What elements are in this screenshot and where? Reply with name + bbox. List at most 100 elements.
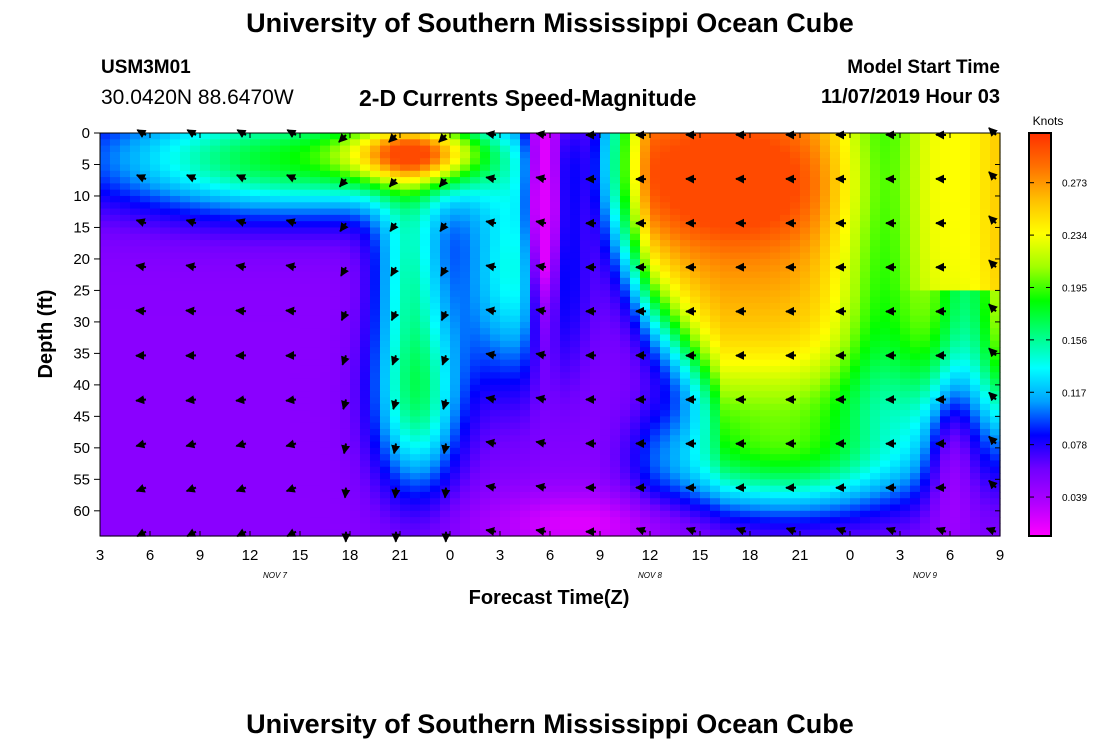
heatmap-cell [350,240,361,247]
heatmap-cell [340,372,351,380]
heatmap-cell [760,177,771,184]
heatmap-cell [820,303,831,310]
heatmap-cell [370,479,381,487]
heatmap-cell [710,164,721,172]
heatmap-cell [660,391,671,399]
heatmap-cell [850,384,861,392]
heatmap-cell [490,296,501,304]
heatmap-cell [430,164,441,172]
heatmap-cell [670,378,681,386]
heatmap-cell [470,410,481,417]
heatmap-cell [740,133,751,140]
heatmap-cell [570,240,581,247]
heatmap-cell [860,328,871,336]
heatmap-cell [440,202,451,210]
heatmap-cell [660,227,671,235]
heatmap-cell [520,479,531,487]
heatmap-cell [400,347,411,354]
heatmap-cell [230,353,241,361]
heatmap-cell [700,460,711,468]
heatmap-cell [530,240,541,247]
heatmap-cell [480,510,491,518]
heatmap-cell [820,328,831,336]
heatmap-cell [750,258,761,266]
heatmap-cell [310,133,321,140]
heatmap-cell [700,221,711,229]
heatmap-cell [160,529,171,537]
heatmap-cell [310,403,321,411]
heatmap-cell [220,460,231,468]
heatmap-cell [190,233,201,241]
heatmap-cell [470,315,481,323]
heatmap-cell [170,454,181,462]
heatmap-cell [830,473,841,480]
heatmap-cell [770,422,781,430]
heatmap-cell [120,252,131,260]
heatmap-cell [780,454,791,462]
heatmap-cell [790,347,801,354]
heatmap-cell [280,321,291,329]
heatmap-cell [800,189,811,197]
heatmap-cell [500,422,511,430]
heatmap-cell [480,221,491,229]
heatmap-cell [450,233,461,241]
heatmap-cell [240,296,251,304]
heatmap-cell [300,284,311,292]
heatmap-cell [170,240,181,247]
heatmap-cell [590,479,601,487]
heatmap-cell [340,517,351,525]
heatmap-cell [650,410,661,417]
heatmap-cell [460,365,471,373]
heatmap-cell [410,447,421,455]
heatmap-cell [380,233,391,241]
heatmap-cell [110,491,121,499]
heatmap-cell [690,428,701,436]
heatmap-cell [820,315,831,323]
heatmap-cell [750,365,761,373]
heatmap-cell [490,334,501,342]
heatmap-cell [780,391,791,399]
heatmap-cell [470,277,481,285]
heatmap-cell [590,265,601,273]
heatmap-cell [230,303,241,310]
heatmap-cell [220,252,231,260]
heatmap-cell [520,340,531,348]
heatmap-cell [280,202,291,210]
heatmap-cell [630,151,641,159]
heatmap-cell [760,517,771,525]
heatmap-cell [380,473,391,480]
heatmap-cell [840,498,851,506]
heatmap-cell [410,170,421,178]
heatmap-cell [810,510,821,518]
heatmap-cell [620,466,631,474]
heatmap-cell [850,403,861,411]
heatmap-cell [150,315,161,323]
heatmap-cell [320,510,331,518]
heatmap-cell [330,365,341,373]
heatmap-cell [850,214,861,222]
heatmap-cell [750,473,761,480]
heatmap-cell [410,504,421,512]
heatmap-cell [780,498,791,506]
heatmap-cell [390,340,401,348]
heatmap-cell [500,410,511,417]
heatmap-cell [260,529,271,537]
heatmap-cell [790,233,801,241]
heatmap-cell [410,378,421,386]
heatmap-cell [480,170,491,178]
heatmap-cell [830,233,841,241]
heatmap-cell [320,221,331,229]
heatmap-cell [120,240,131,247]
heatmap-cell [450,422,461,430]
heatmap-cell [220,479,231,487]
heatmap-cell [150,321,161,329]
heatmap-cell [500,139,511,147]
heatmap-cell [200,164,211,172]
heatmap-cell [100,139,111,147]
heatmap-cell [460,397,471,405]
heatmap-cell [750,378,761,386]
heatmap-cell [170,447,181,455]
heatmap-cell [670,170,681,178]
heatmap-cell [460,202,471,210]
heatmap-cell [740,277,751,285]
